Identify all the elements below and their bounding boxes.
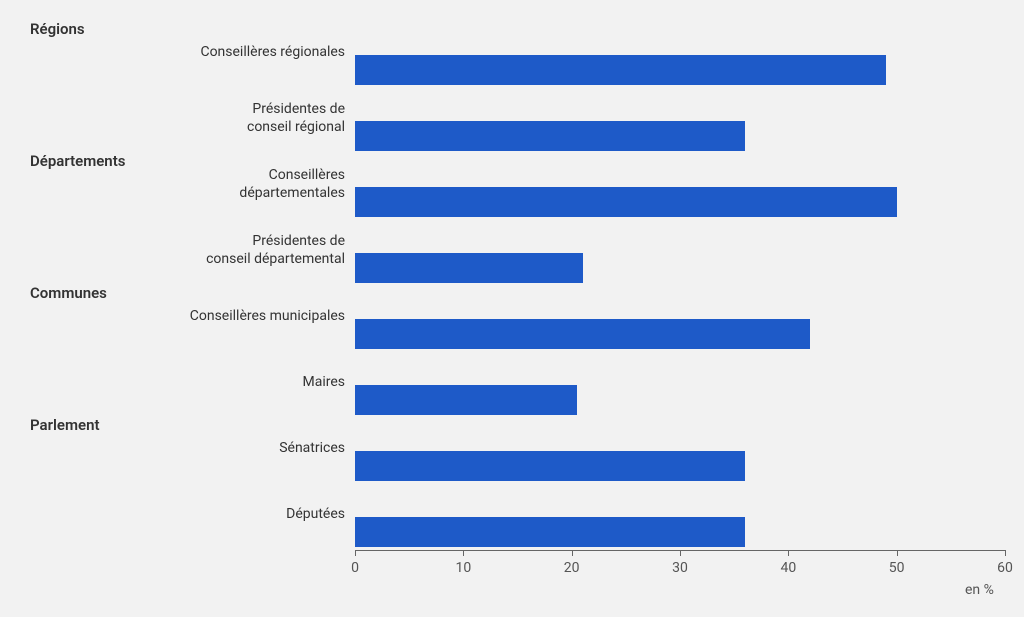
bar-label: Conseillères régionales: [120, 44, 345, 62]
group-label-parlement: Parlement: [30, 416, 100, 434]
x-tick: [1005, 550, 1006, 556]
x-tick-label: 10: [455, 560, 471, 576]
chart-container: Régions Départements Communes Parlement …: [0, 0, 1024, 617]
x-tick: [572, 550, 573, 556]
group-label-communes: Communes: [30, 284, 107, 302]
bar: [355, 385, 577, 415]
x-tick-label: 30: [672, 560, 688, 576]
x-tick: [355, 550, 356, 556]
bar-label: Maires: [120, 374, 345, 392]
bar-label: Présidentes deconseil départemental: [120, 233, 345, 268]
group-label-regions: Régions: [30, 20, 85, 38]
x-tick-label: 20: [564, 560, 580, 576]
bar-label: Sénatrices: [120, 440, 345, 458]
bar: [355, 319, 810, 349]
x-axis-title: en %: [965, 582, 994, 598]
bar-label: Conseillères municipales: [120, 308, 345, 326]
bar: [355, 187, 897, 217]
x-tick-label: 60: [997, 560, 1013, 576]
x-tick-label: 50: [889, 560, 905, 576]
bar: [355, 253, 583, 283]
bar: [355, 451, 745, 481]
bar: [355, 55, 886, 85]
bar: [355, 517, 745, 547]
x-tick-label: 0: [351, 560, 359, 576]
x-tick: [897, 550, 898, 556]
bar-label: Députées: [120, 506, 345, 524]
x-tick-label: 40: [780, 560, 796, 576]
group-label-departements: Départements: [30, 152, 125, 170]
x-tick: [788, 550, 789, 556]
x-tick: [680, 550, 681, 556]
bar: [355, 121, 745, 151]
bar-label: Conseillèresdépartementales: [120, 167, 345, 202]
bar-label: Présidentes deconseil régional: [120, 101, 345, 136]
x-tick: [463, 550, 464, 556]
